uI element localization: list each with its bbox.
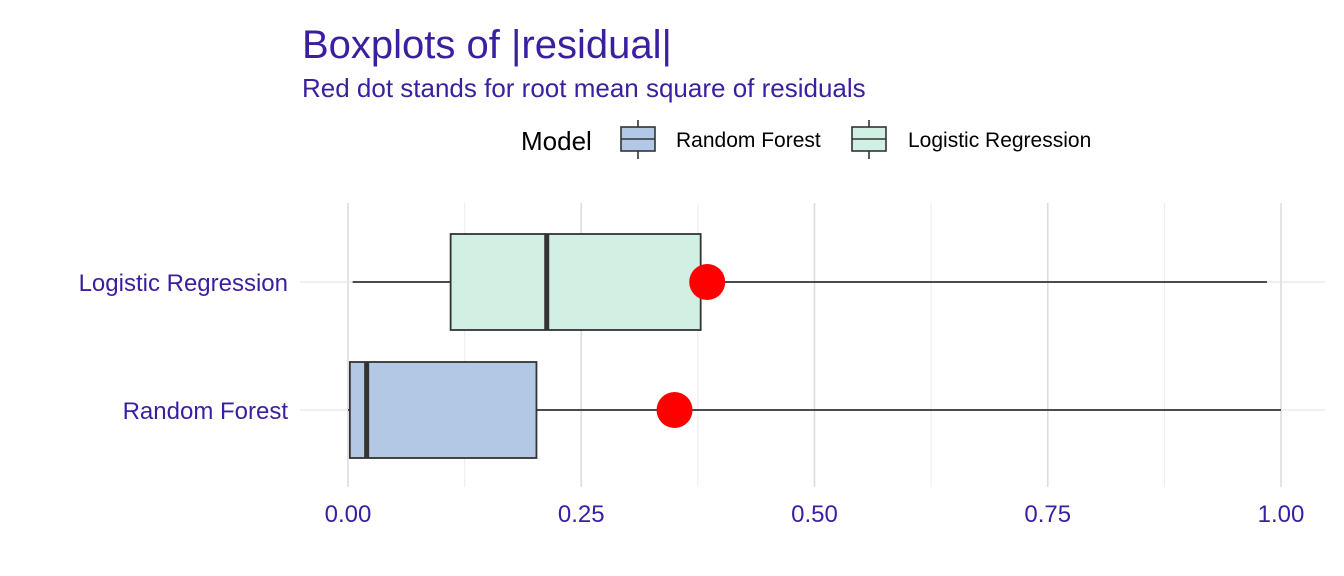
axis-labels: Logistic Regression Random Forest 0.00 0.25… [79,270,1305,528]
x-tick-label: 0.25 [558,501,605,528]
x-tick-label: 0.75 [1024,501,1071,528]
legend-key [620,120,656,159]
x-tick-label: 0.00 [325,501,372,528]
x-tick-label: 1.00 [1258,501,1305,528]
y-tick-label: Logistic Regression [79,270,288,297]
legend-title: Model [521,126,592,156]
legend-label: Logistic Regression [908,129,1091,152]
chart-title: Boxplots of |residual| [302,23,672,67]
legend-key [851,120,887,159]
rmse-dot [689,264,726,300]
box-iqr [348,361,538,459]
rmse-dot [656,392,693,428]
chart-subtitle: Red dot stands for root mean square of r… [302,73,866,103]
y-tick-label: Random Forest [123,398,289,425]
box-iqr [449,233,702,331]
x-tick-label: 0.50 [791,501,838,528]
legend: Model Random Forest Logistic Regression [521,120,1091,159]
boxplots [348,233,1281,459]
legend-label: Random Forest [676,129,821,152]
